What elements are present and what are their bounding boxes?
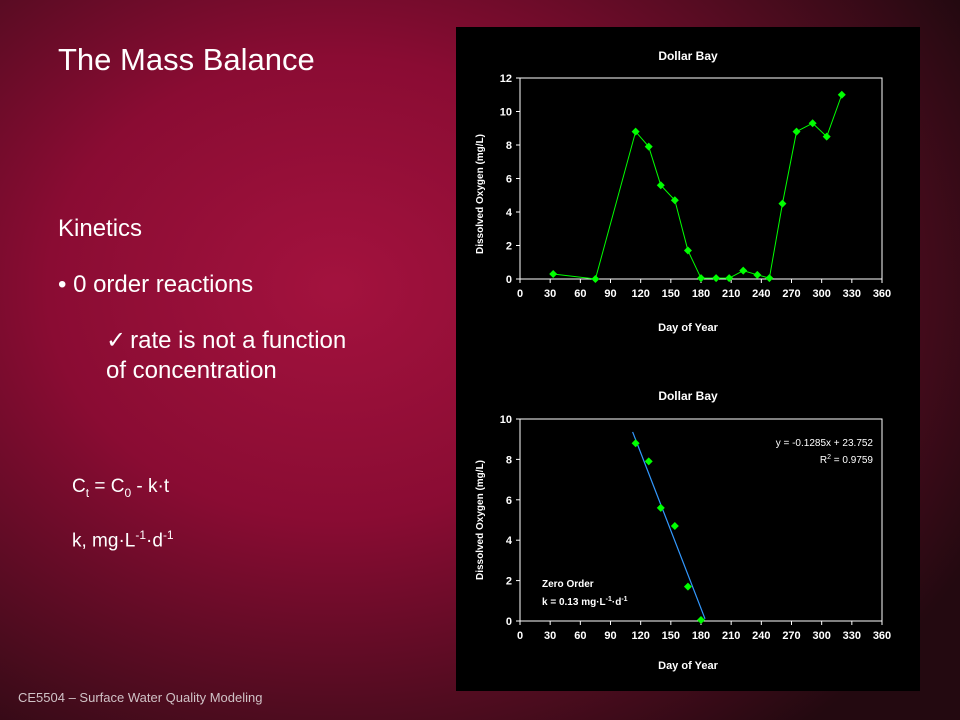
x-tick-label: 30: [544, 630, 556, 642]
chart-top-xlabel: Day of Year: [658, 322, 718, 334]
data-point: [591, 275, 600, 283]
annotation-k-value: k = 0.13 mg·L-1·d-1: [542, 596, 628, 608]
y-tick-label: 10: [500, 107, 512, 119]
trendline: [632, 431, 706, 620]
y-tick-label: 4: [506, 207, 513, 219]
x-tick-label: 180: [692, 288, 710, 300]
data-point: [670, 196, 679, 205]
data-point: [697, 615, 705, 624]
y-tick-label: 2: [506, 576, 512, 588]
x-tick-label: 90: [604, 630, 616, 642]
data-point: [808, 119, 817, 128]
equation: Ct = C0 - k·t: [72, 476, 170, 500]
data-point: [712, 274, 721, 283]
data-point: [683, 582, 692, 591]
chart-bottom-title: Dollar Bay: [658, 389, 718, 403]
data-point: [683, 246, 692, 255]
y-tick-label: 4: [506, 535, 513, 547]
data-point: [631, 127, 640, 136]
x-tick-label: 120: [631, 288, 649, 300]
trendline-equation: y = -0.1285x + 23.752: [776, 438, 874, 449]
y-tick-label: 10: [500, 414, 512, 426]
chart-panel: Dollar Bay Day of Year Dissolved Oxygen …: [456, 27, 920, 691]
y-tick-label: 8: [506, 140, 512, 152]
y-tick-label: 12: [500, 73, 512, 85]
x-tick-label: 120: [631, 630, 649, 642]
data-point: [765, 274, 774, 283]
data-point: [739, 266, 748, 275]
check-line-1: rate is not a function: [130, 327, 347, 354]
x-tick-label: 270: [782, 630, 800, 642]
chart-background: [456, 27, 920, 691]
data-point: [670, 522, 679, 531]
rate-units: k, mg·L-1·d-1: [72, 528, 174, 552]
chart-bottom-ylabel: Dissolved Oxygen (mg/L): [475, 460, 486, 580]
check-item: ✓ rate is not a function of concentration: [106, 326, 346, 386]
data-point: [656, 503, 665, 512]
x-tick-label: 60: [574, 288, 586, 300]
y-tick-label: 6: [506, 495, 512, 507]
x-tick-label: 360: [873, 630, 891, 642]
data-point: [725, 274, 734, 283]
x-tick-label: 210: [722, 288, 740, 300]
x-tick-label: 150: [662, 288, 680, 300]
data-point: [631, 439, 640, 448]
data-point: [837, 90, 846, 99]
x-tick-label: 330: [843, 288, 861, 300]
data-point: [822, 132, 831, 141]
data-point: [697, 274, 705, 283]
y-tick-label: 0: [506, 616, 512, 628]
x-tick-label: 90: [604, 288, 616, 300]
data-point: [656, 181, 665, 190]
x-tick-label: 330: [843, 630, 861, 642]
annotation-zero-order: Zero Order: [542, 579, 594, 590]
x-tick-label: 0: [517, 288, 523, 300]
x-tick-label: 0: [517, 630, 523, 642]
data-point: [644, 457, 653, 466]
y-tick-label: 0: [506, 274, 512, 286]
chart-top-title: Dollar Bay: [658, 49, 718, 63]
x-tick-label: 180: [692, 630, 710, 642]
x-tick-label: 300: [812, 630, 830, 642]
section-heading: Kinetics: [58, 215, 143, 242]
checkmark-icon: ✓: [106, 327, 127, 354]
footer-course: CE5504 – Surface Water Quality Modeling: [18, 690, 263, 705]
chart-bottom: Dollar Bay Day of Year Dissolved Oxygen …: [475, 389, 891, 672]
x-tick-label: 360: [873, 288, 891, 300]
bullet-zero-order: • 0 order reactions: [58, 271, 254, 298]
data-point: [792, 127, 801, 136]
y-tick-label: 2: [506, 241, 512, 253]
x-tick-label: 270: [782, 288, 800, 300]
chart-top: Dollar Bay Day of Year Dissolved Oxygen …: [475, 49, 891, 334]
data-point: [753, 270, 762, 279]
data-point: [778, 199, 787, 208]
data-point: [549, 269, 558, 278]
check-line-2: of concentration: [106, 357, 277, 384]
x-tick-label: 210: [722, 630, 740, 642]
x-tick-label: 240: [752, 630, 770, 642]
x-tick-label: 240: [752, 288, 770, 300]
trendline-r2: R2 = 0.9759: [820, 454, 874, 466]
y-tick-label: 8: [506, 454, 512, 466]
x-tick-label: 30: [544, 288, 556, 300]
data-point: [644, 142, 653, 151]
slide-title: The Mass Balance: [58, 42, 315, 77]
x-tick-label: 60: [574, 630, 586, 642]
x-tick-label: 150: [662, 630, 680, 642]
series-line: [553, 94, 843, 280]
y-tick-label: 6: [506, 174, 512, 186]
chart-top-ylabel: Dissolved Oxygen (mg/L): [475, 134, 486, 254]
x-tick-label: 300: [812, 288, 830, 300]
chart-bottom-xlabel: Day of Year: [658, 660, 718, 672]
